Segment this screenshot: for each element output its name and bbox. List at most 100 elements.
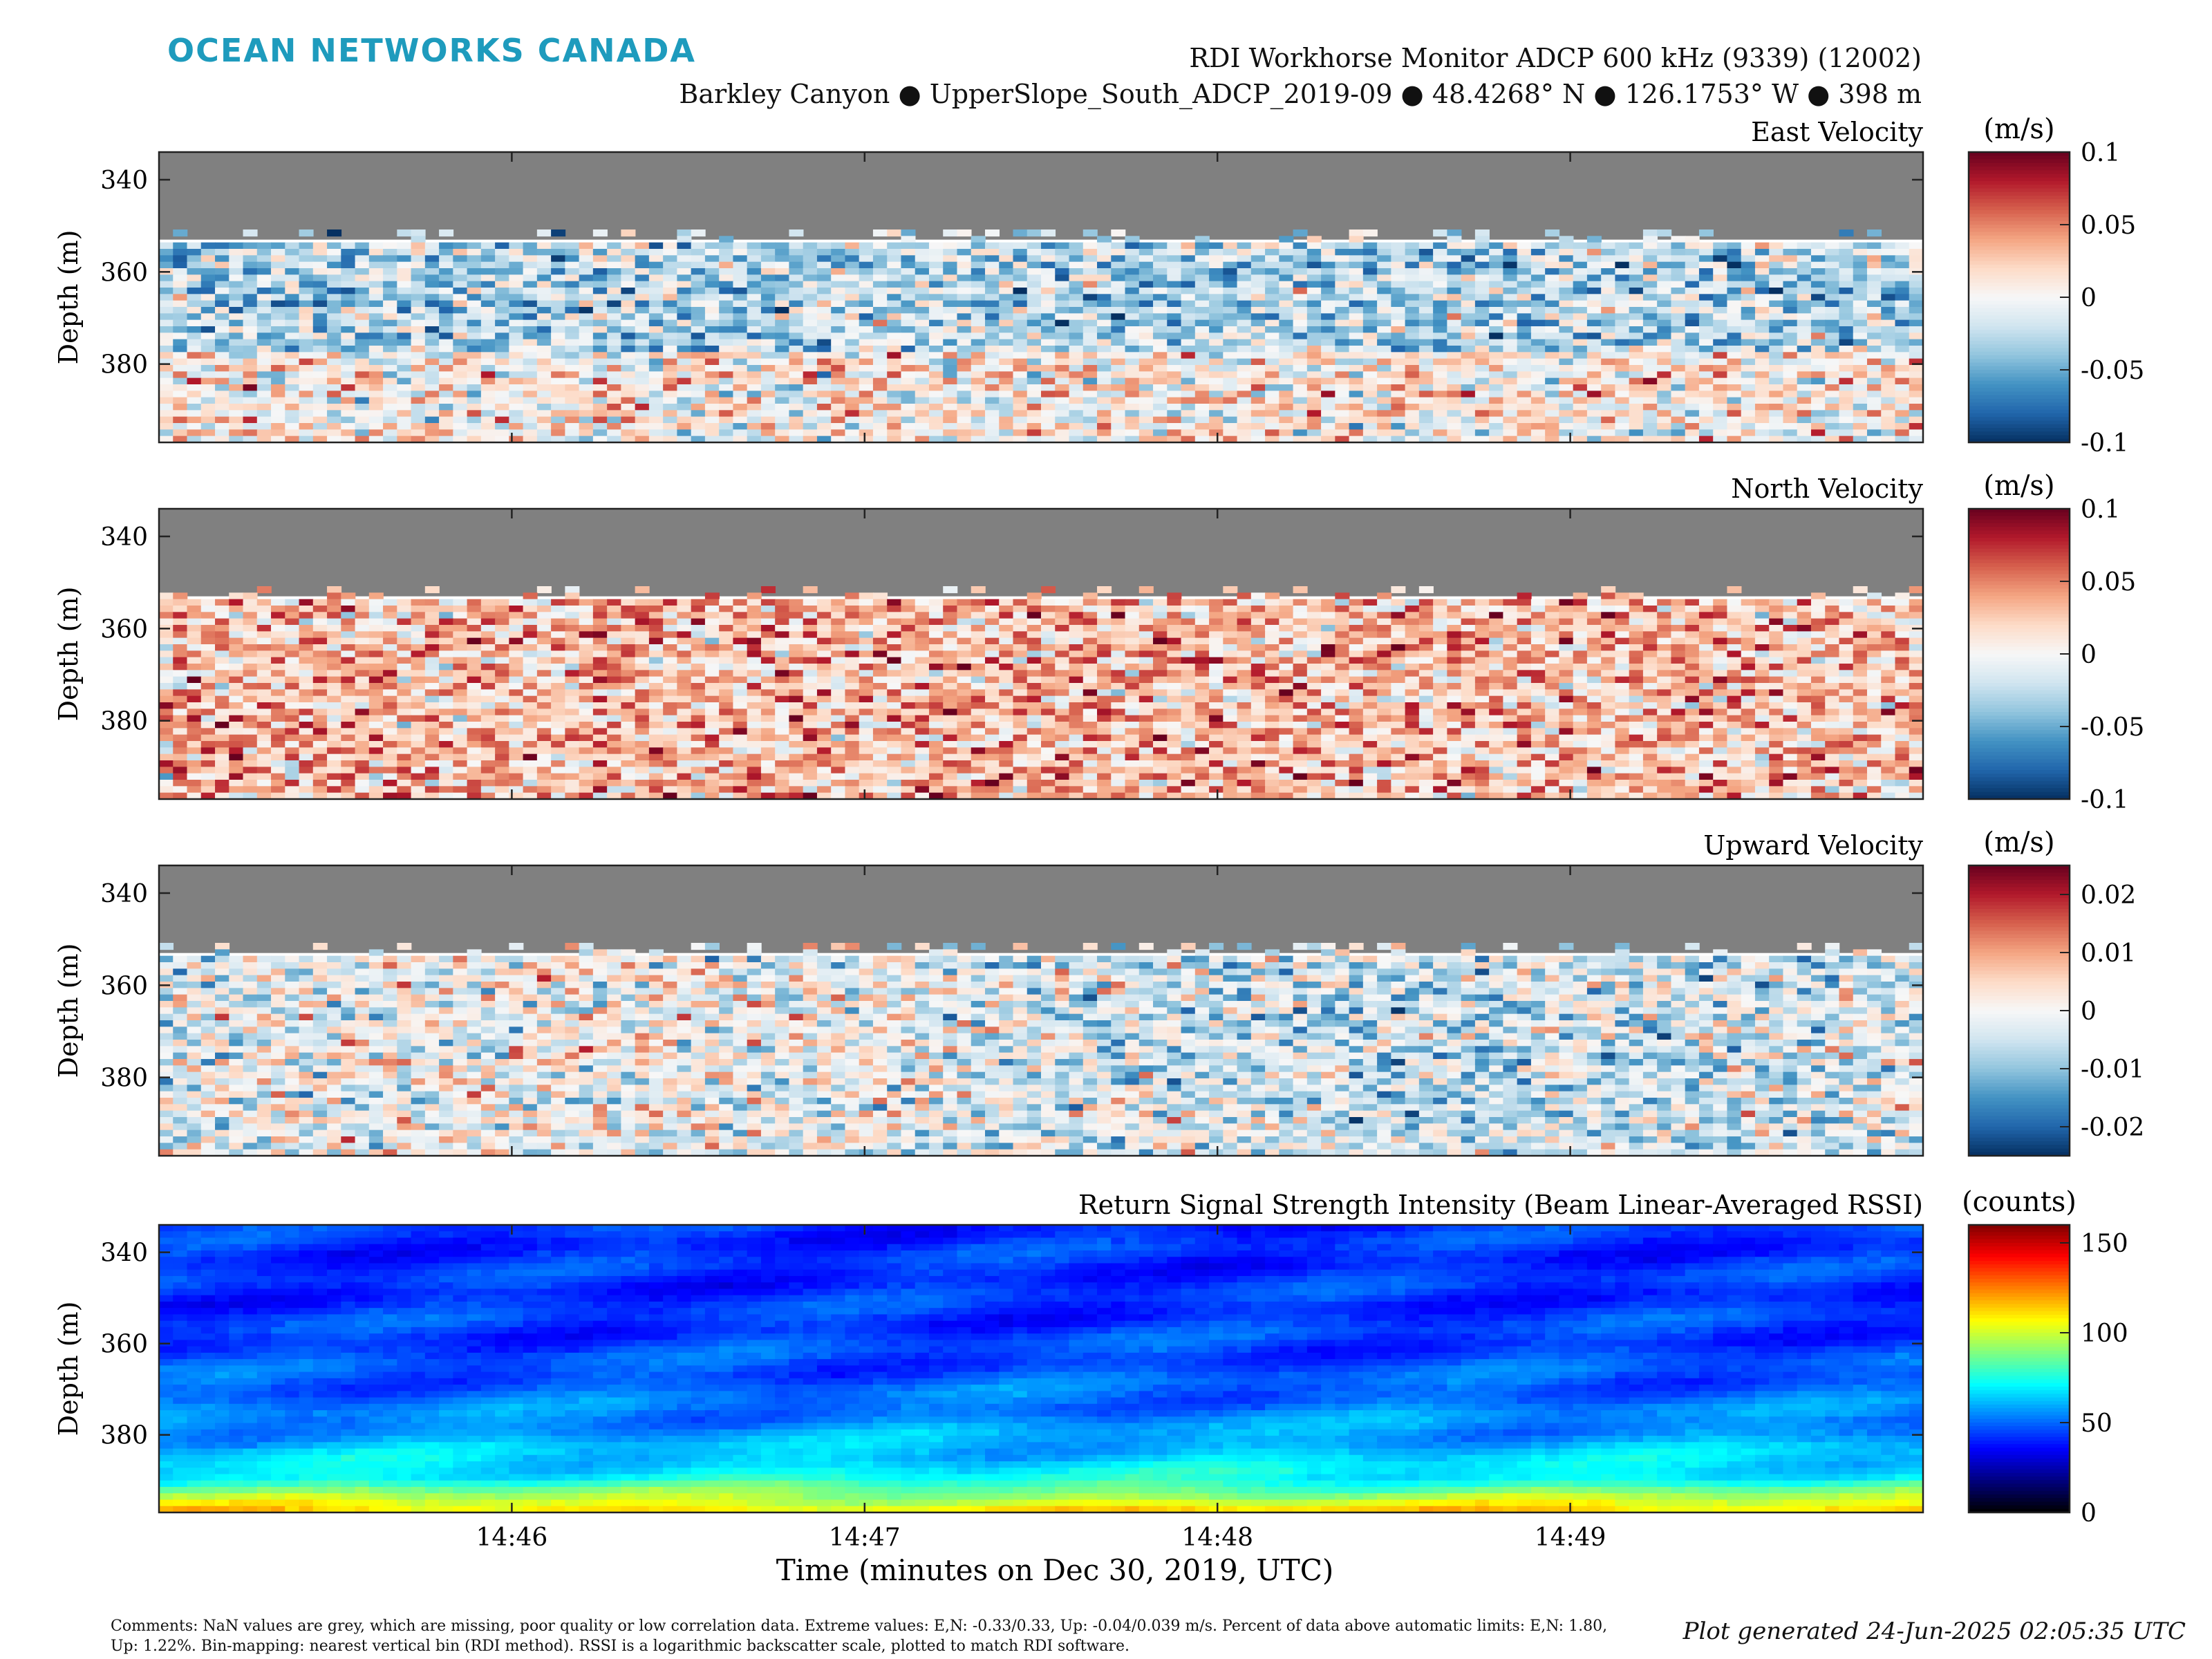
heatmap-cell [957, 435, 972, 443]
heatmap-cell [1097, 416, 1112, 424]
heatmap-cell [1741, 358, 1756, 366]
heatmap-cell [1391, 429, 1406, 437]
heatmap-cell [200, 288, 216, 295]
heatmap-cell [816, 281, 832, 288]
heatmap-cell [901, 429, 916, 437]
heatmap-cell [887, 377, 902, 385]
heatmap-cell [1209, 281, 1224, 288]
heatmap-cell [607, 371, 622, 379]
heatmap-cell [1069, 332, 1084, 340]
colorbar-segment [1969, 293, 2070, 298]
heatmap-cell [1489, 410, 1504, 418]
heatmap-cell [495, 404, 510, 411]
heatmap-cell [1293, 384, 1308, 392]
heatmap-cell [1573, 416, 1588, 424]
heatmap-cell [229, 435, 244, 443]
heatmap-cell [1306, 410, 1322, 418]
heatmap-cell [1489, 606, 1504, 613]
heatmap-cell [984, 352, 1000, 359]
heatmap-cell [887, 365, 902, 373]
heatmap-cell [635, 307, 650, 315]
heatmap-cell [1474, 313, 1490, 321]
heatmap-cell [691, 423, 706, 431]
heatmap-cell [1362, 371, 1378, 379]
heatmap-cell [1530, 332, 1546, 340]
heatmap-cell [1111, 429, 1126, 437]
heatmap-cell [859, 606, 874, 613]
heatmap-cell [887, 229, 902, 237]
heatmap-cell [1601, 384, 1616, 392]
heatmap-cell [1265, 625, 1280, 632]
heatmap-cell [467, 300, 482, 308]
heatmap-cell [1698, 274, 1714, 282]
heatmap-cell [1530, 637, 1546, 645]
heatmap-cell [1223, 255, 1238, 263]
heatmap-cell [1181, 429, 1196, 437]
heatmap-cell [1517, 384, 1532, 392]
heatmap-cell [1461, 339, 1476, 346]
heatmap-cell [383, 281, 398, 288]
heatmap-cell [1642, 606, 1658, 613]
heatmap-cell [1727, 599, 1742, 606]
heatmap-cell [831, 410, 846, 418]
heatmap-cell [397, 281, 412, 288]
heatmap-cell [663, 242, 678, 250]
heatmap-cell [1825, 255, 1840, 263]
heatmap-cell [1573, 261, 1588, 269]
heatmap-cell [1405, 423, 1420, 431]
heatmap-cell [1265, 637, 1280, 645]
heatmap-cell [1881, 313, 1896, 321]
heatmap-cell [1433, 625, 1448, 632]
heatmap-cell [1362, 429, 1378, 437]
heatmap-cell [341, 339, 356, 346]
heatmap-cell [453, 313, 468, 321]
heatmap-cell [1573, 410, 1588, 418]
heatmap-cell [1530, 612, 1546, 619]
heatmap-cell [1685, 288, 1700, 295]
heatmap-cell [592, 249, 608, 256]
heatmap-cell [1573, 391, 1588, 398]
heatmap-cell [1839, 294, 1854, 301]
heatmap-cell [200, 410, 216, 418]
heatmap-cell [1377, 631, 1392, 639]
heatmap-cell [1461, 365, 1476, 373]
heatmap-cell [1642, 274, 1658, 282]
heatmap-cell [1545, 307, 1560, 315]
heatmap-cell [592, 416, 608, 424]
heatmap-cell [872, 371, 888, 379]
heatmap-cell [1335, 599, 1350, 606]
heatmap-cell [648, 255, 664, 263]
heatmap-cell [1138, 313, 1154, 321]
heatmap-cell [999, 352, 1014, 359]
heatmap-cell [1111, 294, 1126, 301]
heatmap-cell [200, 429, 216, 437]
heatmap-cell [621, 326, 636, 334]
heatmap-cell [299, 313, 314, 321]
heatmap-cell [1209, 288, 1224, 295]
heatmap-cell [887, 631, 902, 639]
heatmap-cell [1362, 346, 1378, 353]
heatmap-cell [551, 618, 566, 626]
colorbar-segment [1969, 191, 2070, 196]
heatmap-cell [1321, 261, 1336, 269]
heatmap-cell [1209, 242, 1224, 250]
heatmap-cell [1405, 404, 1420, 411]
heatmap-cell [1097, 384, 1112, 392]
heatmap-cell [1530, 397, 1546, 404]
heatmap-cell [999, 242, 1014, 250]
heatmap-cell [928, 261, 944, 269]
heatmap-cell [901, 249, 916, 256]
heatmap-cell [901, 352, 916, 359]
heatmap-cell [1349, 242, 1364, 250]
heatmap-cell [1321, 294, 1336, 301]
heatmap-cell [957, 410, 972, 418]
heatmap-cell [1293, 397, 1308, 404]
heatmap-cell [495, 606, 510, 613]
heatmap-cell [439, 397, 454, 404]
heatmap-cell [1223, 377, 1238, 385]
heatmap-cell [635, 384, 650, 392]
heatmap-cell [565, 307, 580, 315]
heatmap-cell [397, 365, 412, 373]
heatmap-cell [901, 313, 916, 321]
heatmap-cell [928, 423, 944, 431]
